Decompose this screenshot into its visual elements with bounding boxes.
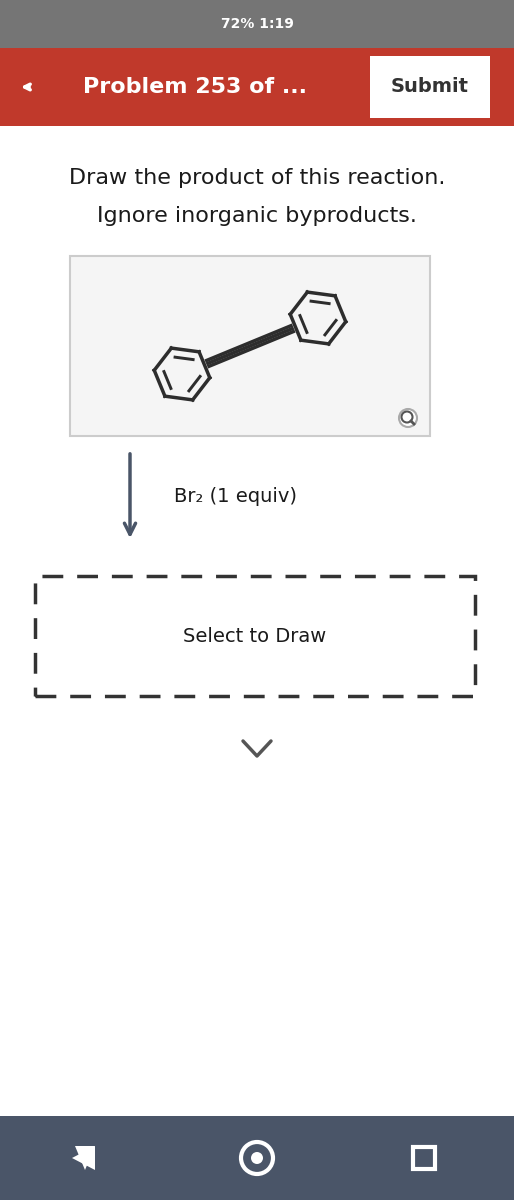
Text: Draw the product of this reaction.: Draw the product of this reaction. bbox=[69, 168, 445, 188]
Bar bbox=[70, 256, 430, 436]
Bar bbox=[0, 126, 514, 1200]
Text: Select to Draw: Select to Draw bbox=[183, 626, 326, 646]
Text: 72% 1:19: 72% 1:19 bbox=[221, 17, 293, 31]
Polygon shape bbox=[75, 1146, 95, 1170]
Bar bbox=[370, 56, 490, 118]
Bar bbox=[0, 0, 514, 48]
Bar bbox=[413, 1147, 435, 1169]
Circle shape bbox=[399, 409, 417, 427]
Circle shape bbox=[251, 1152, 263, 1164]
Circle shape bbox=[401, 412, 413, 422]
Text: Br₂ (1 equiv): Br₂ (1 equiv) bbox=[174, 486, 297, 505]
Bar bbox=[0, 48, 514, 126]
Text: Ignore inorganic byproducts.: Ignore inorganic byproducts. bbox=[97, 206, 417, 226]
Bar bbox=[0, 1116, 514, 1200]
Bar bbox=[35, 576, 475, 696]
Text: Submit: Submit bbox=[391, 78, 469, 96]
Text: Problem 253 of ...: Problem 253 of ... bbox=[83, 77, 307, 97]
Polygon shape bbox=[72, 1146, 95, 1170]
